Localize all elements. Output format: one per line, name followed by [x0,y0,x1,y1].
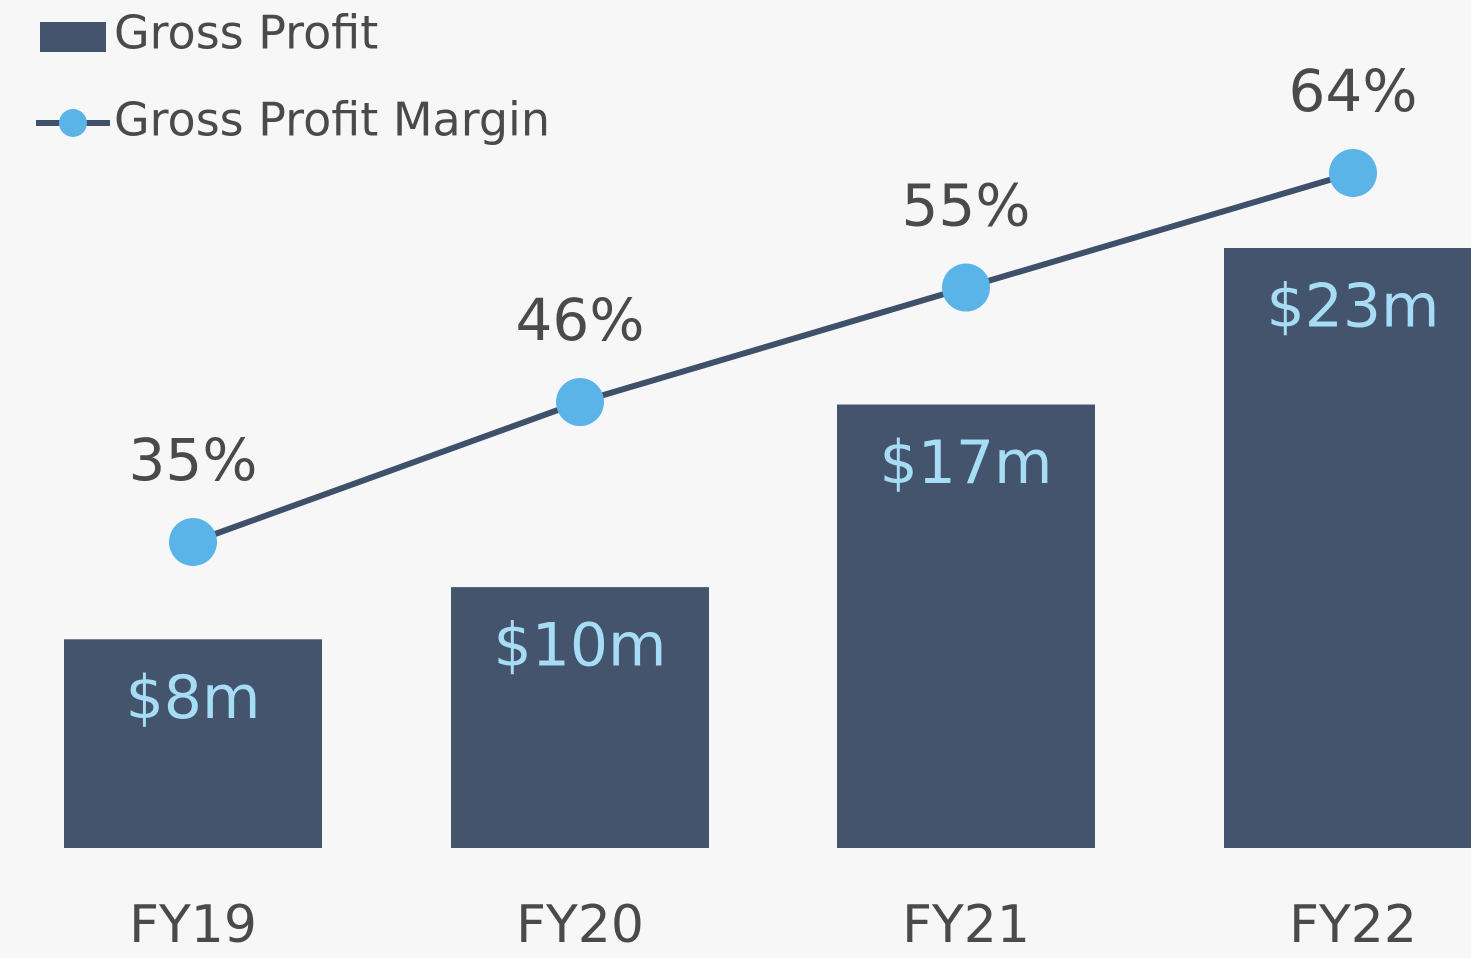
line-value-label: 55% [902,172,1031,240]
bar-value-label: $8m [126,663,261,733]
line [191,170,1354,545]
bar [451,587,709,848]
bar-value-label: $10m [494,611,667,681]
bar-value-label: $23m [1267,272,1440,342]
line-marker [169,518,217,566]
line-value-label: 64% [1289,57,1418,125]
x-tick-label: FY20 [516,895,644,955]
bar [837,404,1095,848]
legend-label: Gross Profit Margin [114,93,550,147]
line-marker [1329,149,1377,197]
legend-label: Gross Profit [114,6,378,60]
line-value-label: 46% [516,286,645,354]
x-tick-label: FY19 [129,895,257,955]
bar-value-label: $17m [880,428,1053,498]
x-tick-label: FY22 [1289,895,1417,955]
legend-marker [59,109,87,137]
line-marker [556,378,604,427]
line-value-label: 35% [129,426,258,494]
line-marker [942,263,990,312]
x-tick-label: FY21 [902,895,1030,955]
legend-swatch [40,22,106,52]
bar [64,639,322,848]
bar [1224,248,1471,848]
